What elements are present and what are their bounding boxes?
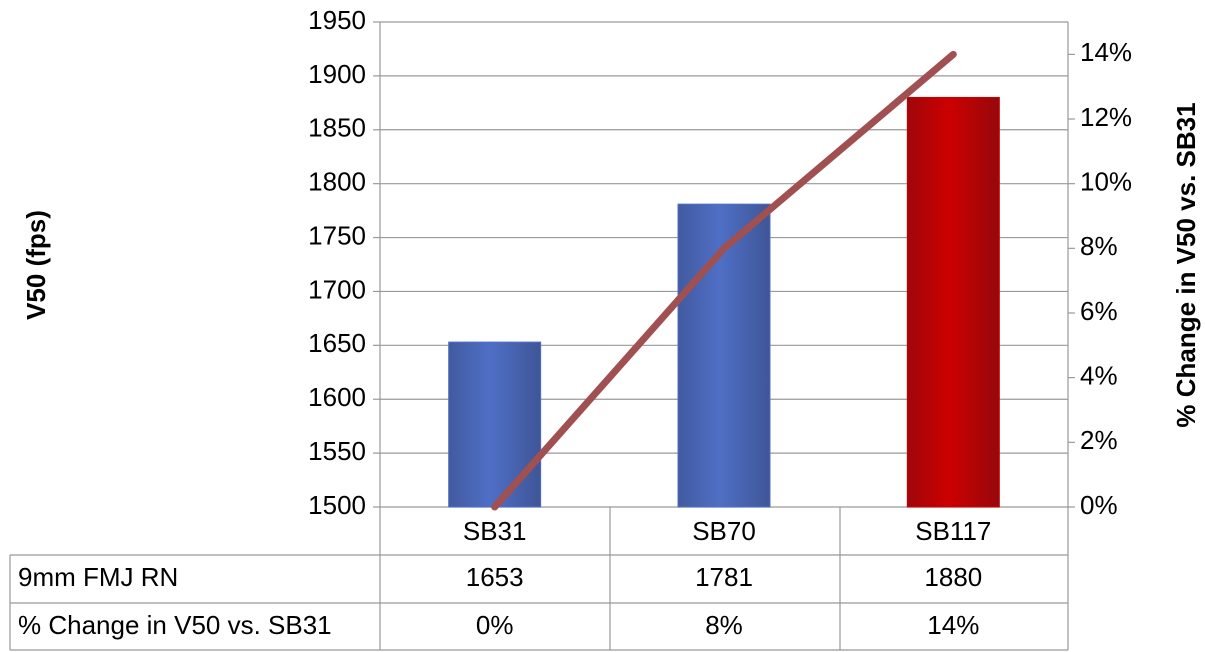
x-tick-label: SB31 bbox=[463, 516, 527, 546]
y2-tick-label: 10% bbox=[1080, 167, 1132, 197]
y-tick-label: 1800 bbox=[308, 167, 366, 197]
table-cell: 1880 bbox=[924, 562, 982, 592]
y-tick-label: 1500 bbox=[308, 490, 366, 520]
y2-tick-label: 12% bbox=[1080, 102, 1132, 132]
y2-tick-label: 6% bbox=[1080, 296, 1118, 326]
x-tick-label: SB117 bbox=[915, 516, 991, 546]
y-tick-label: 1550 bbox=[308, 436, 366, 466]
table-row-label: 9mm FMJ RN bbox=[18, 562, 178, 592]
y-tick-label: 1600 bbox=[308, 382, 366, 412]
table-cell: 8% bbox=[705, 610, 743, 640]
table-cell: 1653 bbox=[466, 562, 524, 592]
table-row-label: % Change in V50 vs. SB31 bbox=[18, 610, 332, 640]
x-tick-label: SB70 bbox=[692, 516, 756, 546]
y2-axis-title: % Change in V50 vs. SB31 bbox=[1171, 102, 1201, 427]
y-tick-label: 1950 bbox=[308, 5, 366, 35]
y-tick-label: 1850 bbox=[308, 113, 366, 143]
y2-tick-label: 0% bbox=[1080, 490, 1118, 520]
y-tick-label: 1750 bbox=[308, 220, 366, 250]
bar bbox=[448, 341, 542, 508]
y2-tick-label: 14% bbox=[1080, 37, 1132, 67]
table-borders bbox=[9, 507, 1069, 651]
y-axis-title: V50 (fps) bbox=[21, 210, 51, 320]
bar bbox=[906, 96, 1000, 508]
y-tick-label: 1900 bbox=[308, 59, 366, 89]
table-cell: 0% bbox=[476, 610, 514, 640]
table-cell: 1781 bbox=[695, 562, 753, 592]
y2-tick-label: 2% bbox=[1080, 425, 1118, 455]
y2-tick-label: 8% bbox=[1080, 231, 1118, 261]
y2-tick-label: 4% bbox=[1080, 361, 1118, 391]
y-tick-label: 1650 bbox=[308, 328, 366, 358]
y-tick-label: 1700 bbox=[308, 274, 366, 304]
line-series bbox=[491, 50, 957, 511]
table-cell: 14% bbox=[927, 610, 979, 640]
bar bbox=[677, 203, 771, 508]
